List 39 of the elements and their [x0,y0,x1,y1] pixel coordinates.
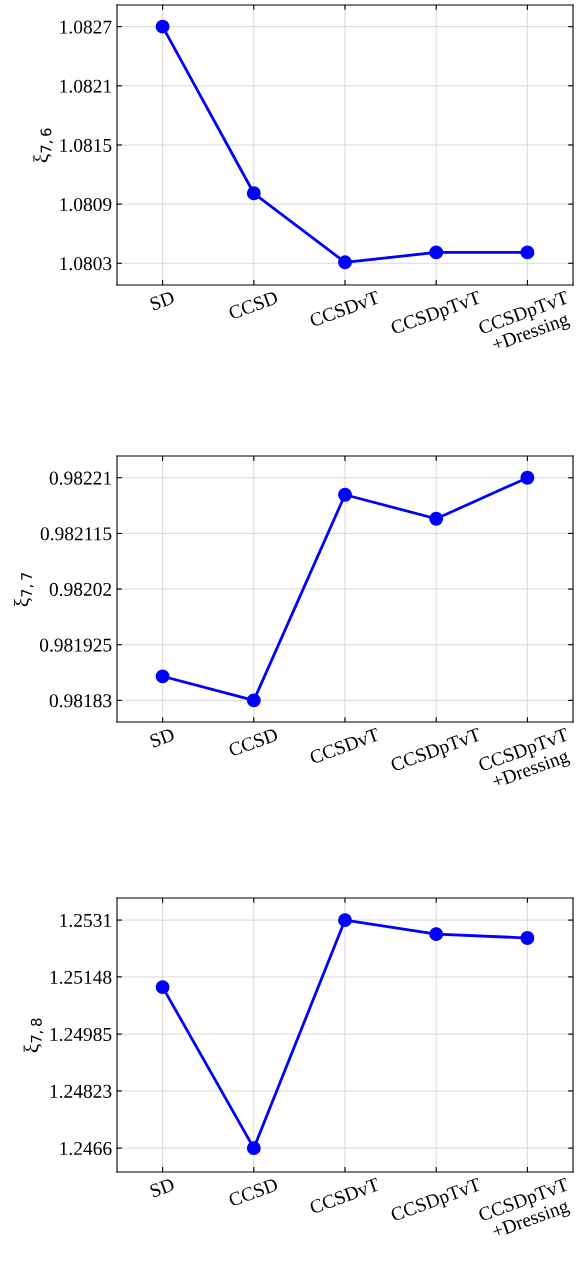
y-tick-label: 0.98221 [49,471,111,485]
y-tick-label: 1.2466 [60,1141,112,1156]
point [520,245,535,260]
y-tick-label: 0.98183 [49,694,112,708]
x-tick-label: SD [149,1177,176,1198]
point [246,1141,261,1156]
y-tick-label: 1.0821 [60,79,111,93]
point [155,19,170,34]
y-tick-label: 0.98202 [49,582,112,597]
point [429,245,444,260]
y-tick-label: 1.0803 [60,257,112,271]
point [520,470,535,485]
y-tick-label: 1.24985 [50,1027,112,1042]
y-axis-title: ξ$_{7,7}$ [13,572,34,607]
point [338,913,352,928]
y-axis-title: ξ$_{7,6}$ [33,128,53,163]
y-tick-label: 1.2531 [60,913,111,928]
y-tick-label: 1.24823 [50,1084,112,1098]
y-tick-label: 1.0815 [60,138,112,152]
y-axis-title: ξ$_{7,8}$ [23,1018,44,1053]
point [155,980,170,995]
point [246,693,261,708]
point [338,255,352,270]
point [246,186,261,201]
x-tick-label: SD [149,727,176,748]
point [429,511,444,526]
point [155,669,170,684]
y-tick-label: 1.25148 [50,970,112,984]
point [429,927,444,942]
point [520,931,535,945]
y-tick-label: 0.982115 [40,527,112,541]
x-tick-label: CCSD [227,1177,279,1207]
y-tick-label: 0.981925 [39,638,112,652]
x-tick-label: CCSD [227,727,279,757]
y-tick-label: 1.0809 [60,197,112,212]
y-tick-label: 1.0827 [60,20,112,34]
x-tick-label: SD [149,290,176,311]
x-tick-label: CCSD [227,290,279,320]
point [338,487,352,502]
